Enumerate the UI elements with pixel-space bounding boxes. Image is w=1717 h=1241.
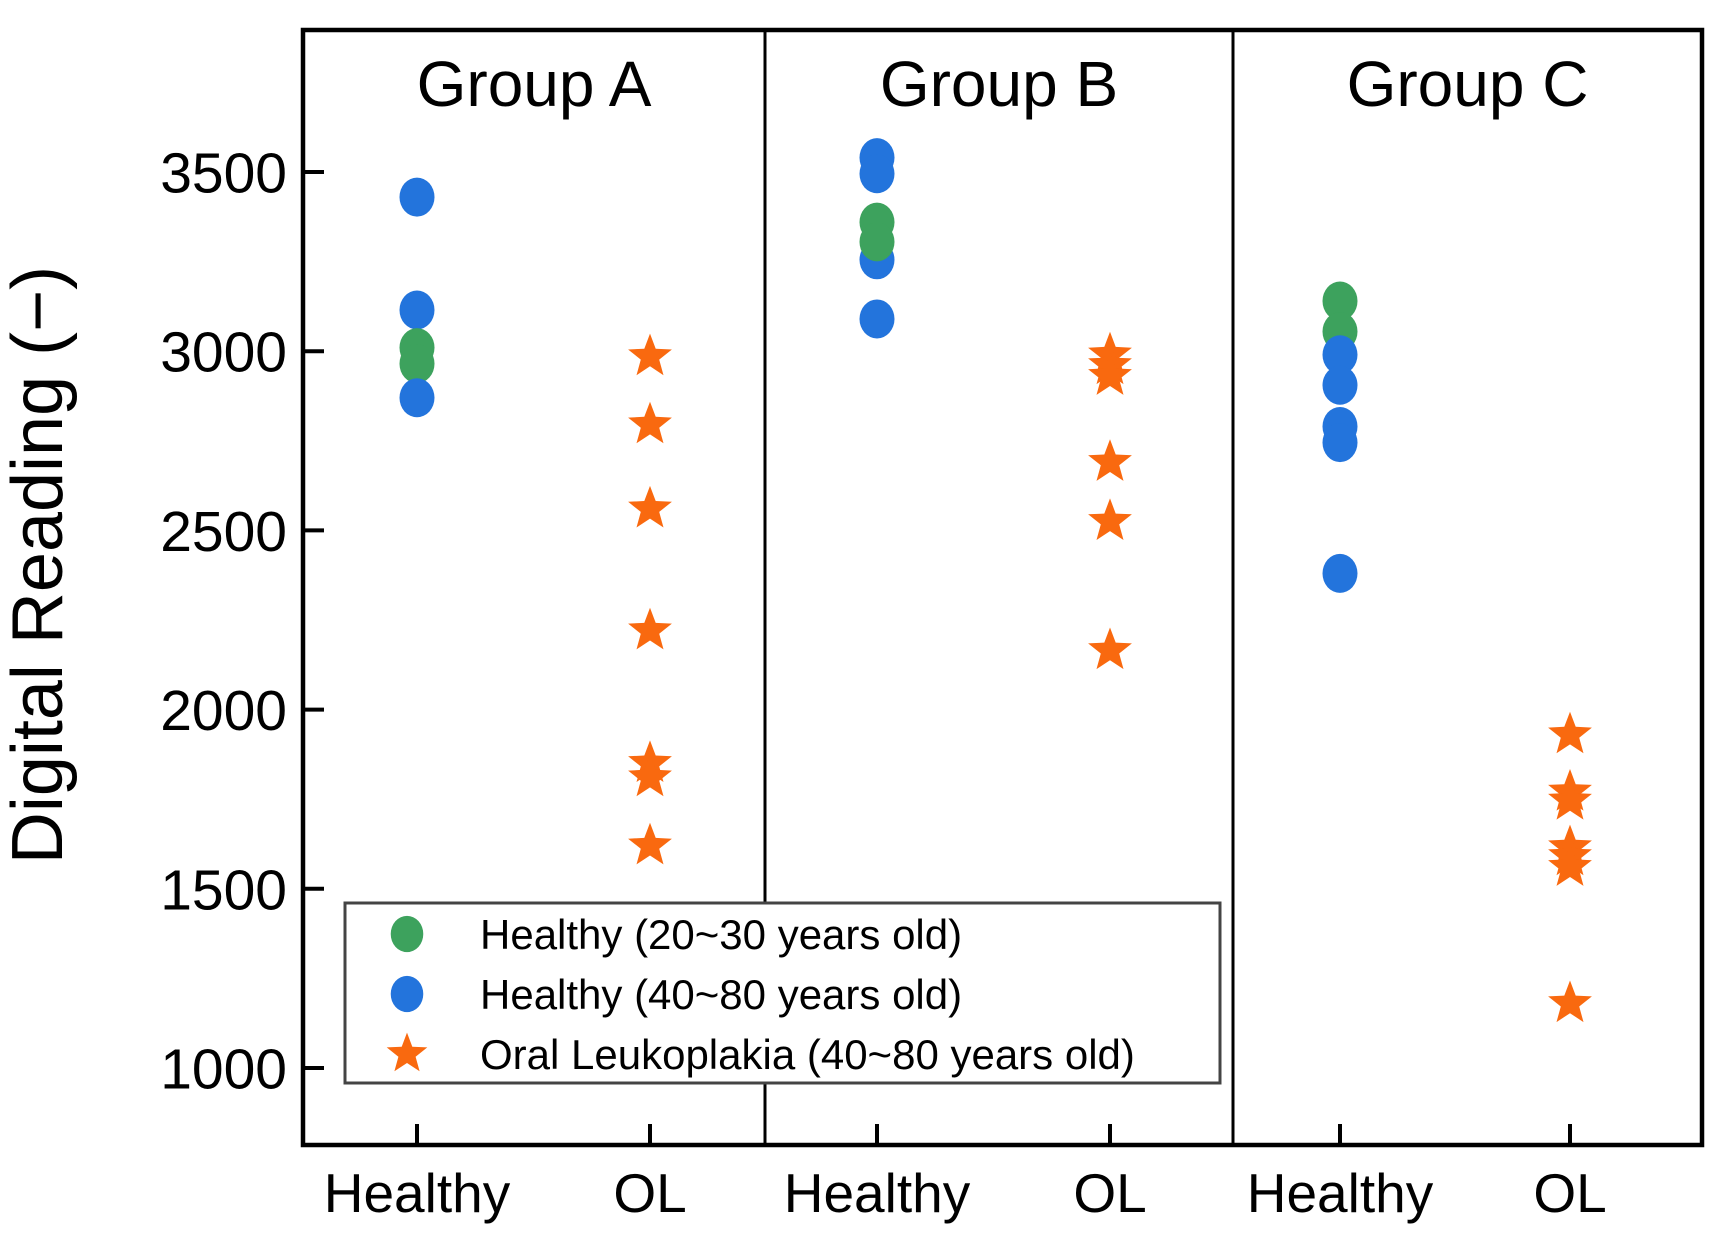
star-marker	[1548, 844, 1592, 886]
panel-title: Group C	[1347, 48, 1589, 120]
star-marker	[628, 754, 672, 797]
star-marker	[628, 607, 672, 650]
star-marker	[386, 1032, 428, 1072]
x-category-labels: Healthy OL Healthy OL Healthy OL	[324, 1162, 1607, 1224]
circle-marker	[390, 975, 424, 1013]
star-marker	[628, 822, 672, 865]
x-category-label: OL	[613, 1162, 686, 1224]
x-category-label: Healthy	[784, 1162, 971, 1224]
y-axis-title: Digital Reading (−)	[0, 266, 78, 864]
circle-marker	[1322, 365, 1358, 405]
star-marker	[1548, 778, 1592, 820]
circle-marker	[399, 290, 435, 330]
axis-ticks	[303, 170, 1572, 1145]
star-marker	[1088, 498, 1132, 540]
y-tick-label: 2500	[160, 500, 287, 564]
x-category-label: OL	[1533, 1162, 1606, 1224]
star-marker	[628, 333, 672, 376]
star-marker	[1088, 627, 1132, 670]
plot-border	[300, 27, 1705, 1148]
x-category-label: Healthy	[1247, 1162, 1434, 1224]
circle-marker	[859, 299, 895, 339]
legend: Healthy (20~30 years old) Healthy (40~80 …	[343, 901, 1222, 1085]
circle-marker	[399, 344, 435, 384]
x-category-label: OL	[1073, 1162, 1146, 1224]
circle-marker	[1322, 423, 1358, 463]
panel-title: Group B	[880, 48, 1118, 120]
star-marker	[1088, 353, 1132, 395]
legend-label: Healthy (40~80 years old)	[480, 971, 962, 1018]
circle-marker	[1322, 281, 1358, 321]
star-marker	[628, 401, 672, 444]
circle-marker	[399, 378, 435, 418]
y-tick-label: 1000	[160, 1038, 287, 1102]
star-marker	[1548, 711, 1592, 754]
y-tick-label: 3000	[160, 321, 287, 385]
y-tick-label: 1500	[160, 858, 287, 922]
y-tick-label: 2000	[160, 679, 287, 743]
star-marker	[1088, 439, 1132, 481]
y-tick-label: 3500	[160, 142, 287, 206]
legend-label: Oral Leukoplakia (40~80 years old)	[480, 1031, 1135, 1078]
legend-box	[343, 901, 1222, 1085]
panel-title: Group A	[417, 48, 652, 120]
star-marker	[628, 485, 672, 528]
x-category-label: Healthy	[324, 1162, 511, 1224]
circle-marker	[1322, 553, 1358, 593]
circle-marker	[399, 177, 435, 217]
data-points-layer	[399, 138, 1592, 1023]
circle-marker	[390, 915, 424, 953]
circle-marker	[859, 154, 895, 194]
y-tick-labels: 3500 3000 2500 2000 1500 1000	[160, 142, 287, 1102]
panel-titles: Group A Group B Group C	[417, 48, 1589, 120]
circle-marker	[859, 222, 895, 262]
legend-label: Healthy (20~30 years old)	[480, 911, 962, 958]
circle-marker	[1322, 335, 1358, 375]
star-marker	[1548, 980, 1592, 1023]
